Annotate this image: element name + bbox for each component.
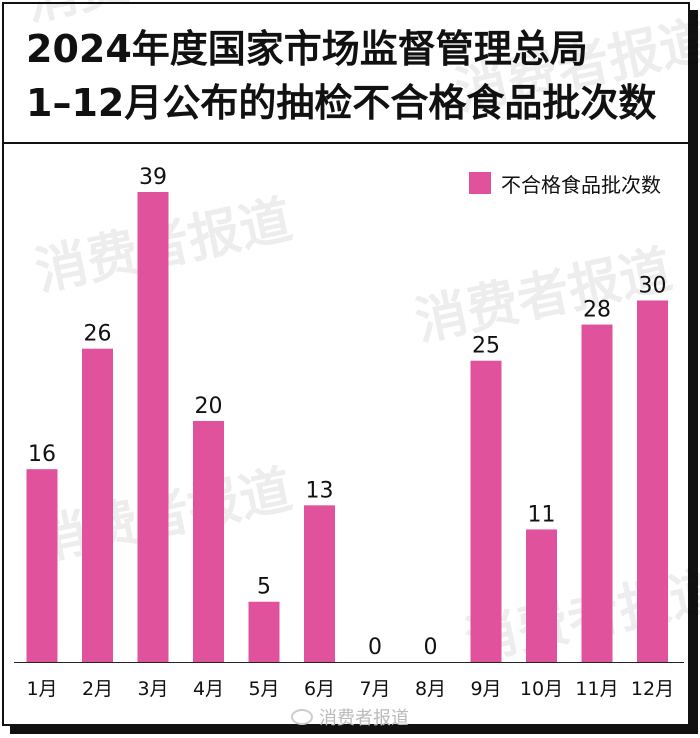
x-tick-label-10: 10月 [520, 678, 563, 700]
bar-6 [304, 505, 335, 662]
title-line-2: 1–12月公布的抽检不合格食品批次数 [26, 81, 657, 125]
x-tick-label-6: 6月 [304, 678, 335, 700]
data-label-5: 5 [257, 575, 271, 600]
data-label-9: 25 [472, 334, 500, 359]
title-block: 2024年度国家市场监督管理总局 1–12月公布的抽检不合格食品批次数 [4, 4, 688, 144]
x-tick-label-3: 3月 [137, 678, 168, 700]
bar-2 [82, 348, 113, 662]
x-tick-label-1: 1月 [26, 678, 57, 700]
legend: 不合格食品批次数 [469, 169, 661, 197]
x-tick-label-8: 8月 [415, 678, 446, 700]
watermark-text: 消费者报道 [410, 239, 677, 353]
bar-5 [248, 601, 280, 662]
bar-4 [193, 420, 224, 662]
x-tick-label-4: 4月 [193, 678, 224, 700]
title-line-1: 2024年度国家市场监督管理总局 [26, 27, 588, 71]
chart-frame: 2024年度国家市场监督管理总局 1–12月公布的抽检不合格食品批次数 不合格食… [2, 2, 690, 726]
x-tick-label-11: 11月 [575, 678, 618, 700]
data-label-6: 13 [306, 478, 334, 503]
x-tick-label-5: 5月 [248, 678, 279, 700]
legend-swatch [469, 172, 491, 194]
data-label-11: 28 [583, 298, 611, 323]
bar-3 [137, 192, 169, 662]
watermark-text: 消费者报道 [450, 9, 700, 123]
data-label-10: 11 [528, 502, 556, 527]
data-label-1: 16 [28, 442, 56, 467]
x-tick-label-12: 12月 [631, 678, 674, 700]
bar-9 [470, 360, 502, 662]
bar-12 [637, 300, 668, 662]
watermark-text: 消费者报道 [20, 0, 287, 33]
legend-label: 不合格食品批次数 [501, 172, 661, 197]
x-tick-label-7: 7月 [359, 678, 390, 700]
data-label-8: 0 [424, 635, 438, 660]
x-tick-label-9: 9月 [470, 678, 501, 700]
data-label-3: 39 [139, 165, 167, 190]
data-label-4: 20 [195, 394, 223, 419]
bar-11 [581, 324, 613, 662]
data-label-7: 0 [368, 635, 382, 660]
data-label-2: 26 [84, 322, 112, 347]
bar-10 [526, 529, 557, 662]
x-tick-label-2: 2月 [82, 678, 113, 700]
bar-1 [26, 469, 58, 662]
data-label-12: 30 [639, 273, 667, 298]
